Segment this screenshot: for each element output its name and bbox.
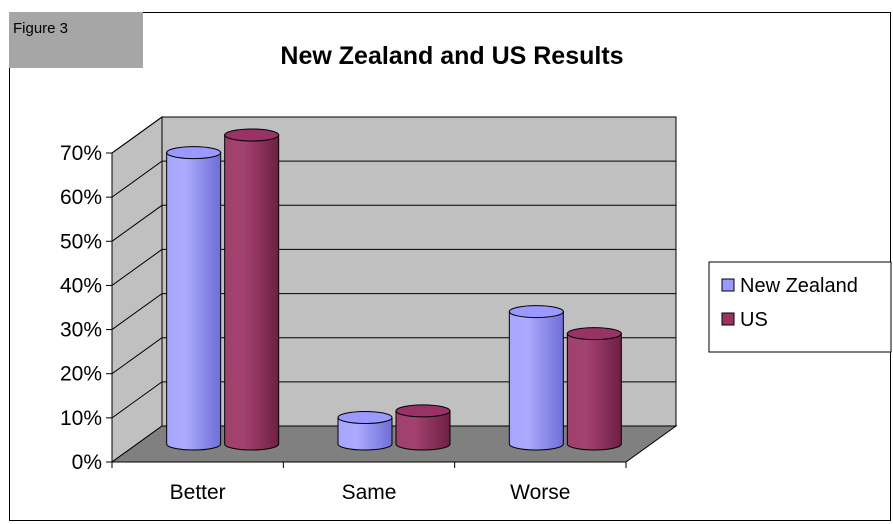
x-tick-label: Worse xyxy=(510,481,570,504)
x-tick-label: Better xyxy=(170,481,226,504)
bar-us-same xyxy=(395,404,451,451)
y-tick-label: 30% xyxy=(60,319,102,342)
gridline xyxy=(111,116,676,154)
bar-new-zealand-worse xyxy=(508,305,564,451)
plot-area: 0% 10% 20% 30% 40% 50% 60% 70% Better Same Worse xyxy=(60,116,678,504)
x-tick-label: Same xyxy=(342,481,397,504)
side-wall xyxy=(111,116,163,463)
bar-top xyxy=(508,305,564,319)
legend-swatch xyxy=(721,312,735,326)
bar-top xyxy=(337,411,393,425)
bar-body xyxy=(224,134,280,451)
y-tick-label: 60% xyxy=(60,186,102,209)
y-tick-label: 10% xyxy=(60,407,102,430)
bar-body xyxy=(337,417,393,451)
bar-new-zealand-same xyxy=(337,411,393,451)
legend-box xyxy=(708,261,892,353)
legend: New Zealand US xyxy=(708,261,892,353)
bar-top xyxy=(395,404,451,418)
gridline xyxy=(111,293,676,330)
gridline xyxy=(111,248,676,286)
bar-top xyxy=(224,128,280,142)
gridline xyxy=(111,337,676,375)
y-tick-label: 70% xyxy=(60,142,102,165)
y-tick-label: 0% xyxy=(72,451,102,474)
y-tick-label: 50% xyxy=(60,230,102,253)
chart-title: New Zealand and US Results xyxy=(280,42,623,70)
bar-top xyxy=(166,146,222,160)
bar-body xyxy=(166,152,222,451)
legend-label: New Zealand xyxy=(740,275,858,297)
gridline xyxy=(111,160,676,198)
figure-label: Figure 3 xyxy=(9,12,143,68)
bar-us-better xyxy=(224,128,280,451)
bar-body xyxy=(508,311,564,451)
bar-body xyxy=(395,410,451,451)
gridline xyxy=(111,381,676,419)
legend-swatch xyxy=(721,278,735,292)
bar-body xyxy=(566,333,622,451)
y-tick-label: 40% xyxy=(60,274,102,297)
y-tick-label: 20% xyxy=(60,363,102,386)
bar-new-zealand-better xyxy=(166,146,222,451)
legend-label: US xyxy=(740,309,768,331)
bar-us-worse xyxy=(566,327,622,451)
gridline xyxy=(111,204,676,242)
bar-top xyxy=(566,327,622,341)
